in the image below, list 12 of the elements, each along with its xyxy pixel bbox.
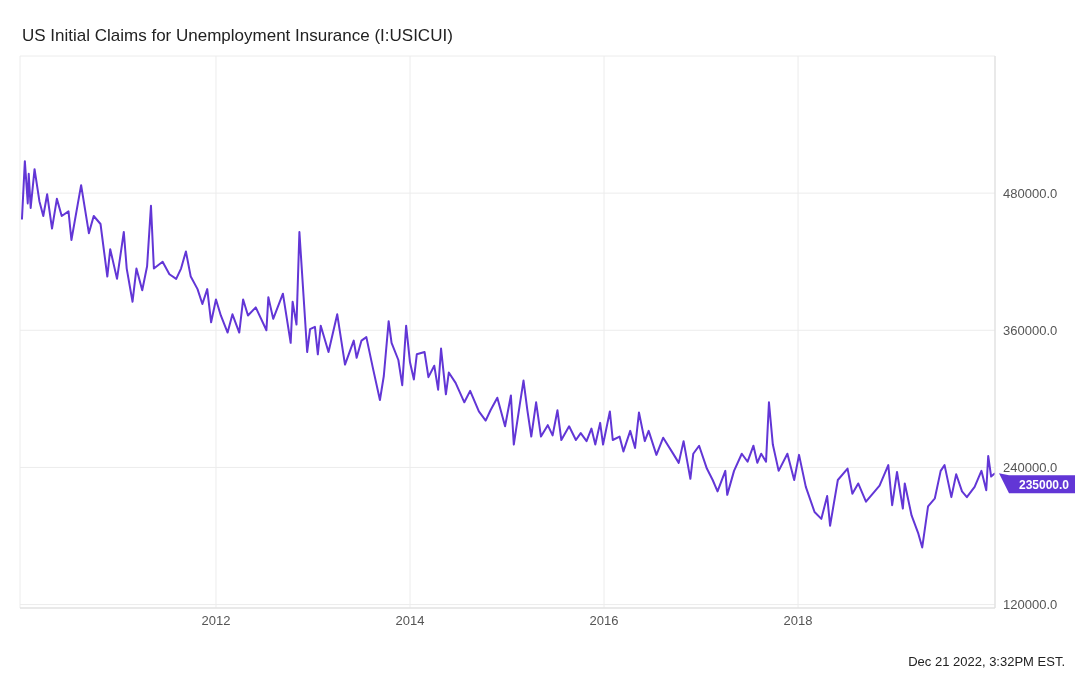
y-tick-label: 120000.0 [1003,597,1058,613]
y-tick-label: 240000.0 [1003,460,1058,476]
line-series [20,160,995,549]
x-tick-label: 2018 [783,613,813,629]
x-tick-label: 2012 [201,613,231,629]
x-tick-label: 2016 [589,613,619,629]
y-tick-label: 480000.0 [1003,185,1058,201]
chart-title: US Initial Claims for Unemployment Insurance (I:USICUI) [22,26,453,46]
text: Dec 21 2022, 3:32PM EST. [908,654,1065,669]
x-tick-label: 2014 [395,613,425,629]
annotation: 235000.0 [1018,477,1070,492]
y-tick-label: 360000.0 [1003,322,1058,338]
